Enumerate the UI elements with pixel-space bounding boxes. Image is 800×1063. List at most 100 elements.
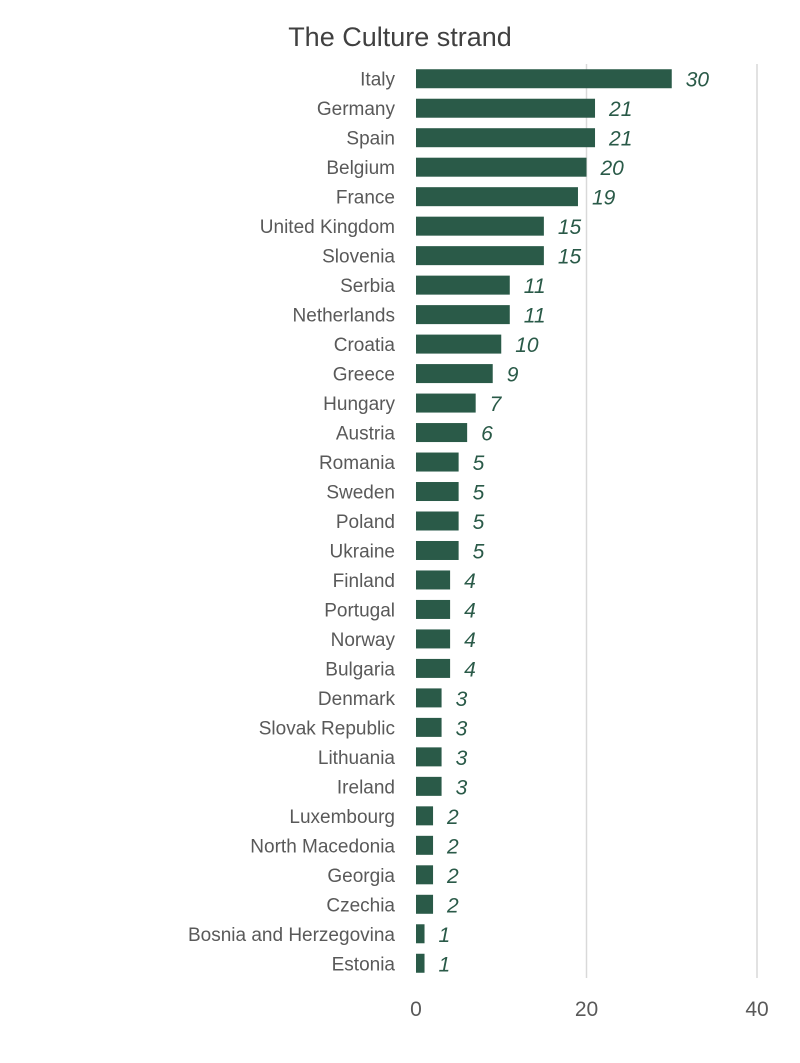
bar [416, 776, 442, 796]
bar [416, 275, 510, 295]
bar [416, 835, 434, 855]
category-label: Estonia [332, 954, 396, 975]
value-label: 2 [446, 806, 459, 829]
value-label: 7 [490, 393, 503, 416]
bars [416, 69, 672, 973]
category-label: Slovenia [322, 247, 395, 268]
category-label: Georgia [327, 866, 395, 887]
value-label: 19 [592, 187, 616, 210]
chart-title: The Culture strand [288, 22, 512, 52]
value-label: 5 [473, 482, 485, 505]
category-labels: Italy Germany Spain Belgium France United Kin… [188, 70, 396, 976]
category-label: Spain [346, 129, 395, 150]
value-label: 10 [515, 334, 539, 357]
value-label: 5 [473, 452, 485, 475]
value-label: 21 [608, 98, 632, 121]
category-label: Czechia [326, 895, 395, 916]
bar [416, 953, 425, 973]
bar [416, 423, 468, 443]
category-label: Bulgaria [325, 659, 395, 680]
bar [416, 364, 493, 384]
value-labels: 3021212019151511111097655554444333322221… [439, 69, 710, 977]
value-label: 3 [456, 717, 468, 740]
bar [416, 128, 596, 148]
category-label: Denmark [318, 689, 396, 710]
bar [416, 98, 596, 118]
category-label: Germany [317, 99, 396, 120]
category-label: Greece [333, 365, 395, 386]
value-label: 2 [446, 894, 459, 917]
value-label: 3 [456, 776, 468, 799]
bar [416, 540, 459, 560]
category-label: North Macedonia [250, 836, 395, 857]
category-label: Luxembourg [289, 807, 395, 828]
value-label: 1 [439, 924, 451, 947]
value-label: 3 [456, 747, 468, 770]
category-label: Finland [333, 571, 395, 592]
bar [416, 452, 459, 472]
value-label: 11 [524, 305, 546, 328]
gridlines [585, 64, 758, 978]
category-label: Bosnia and Herzegovina [188, 925, 395, 946]
bar [416, 482, 459, 502]
bar [416, 393, 476, 413]
value-label: 4 [464, 599, 476, 622]
value-label: 4 [464, 570, 476, 593]
bar [416, 894, 434, 914]
value-label: 4 [464, 629, 476, 652]
bar [416, 629, 451, 649]
category-label: Sweden [326, 483, 395, 504]
bar [416, 187, 578, 207]
category-label: Austria [336, 424, 396, 445]
bar [416, 599, 451, 619]
x-tick-label: 40 [745, 998, 768, 1021]
category-label: Slovak Republic [259, 718, 395, 739]
value-label: 30 [686, 69, 710, 92]
value-label: 1 [439, 953, 451, 976]
value-label: 6 [481, 423, 493, 446]
category-label: Netherlands [293, 306, 395, 327]
bar [416, 157, 587, 177]
value-label: 15 [558, 216, 582, 239]
category-label: Romania [319, 453, 395, 474]
category-label: Hungary [323, 394, 395, 415]
bar [416, 865, 434, 885]
category-label: Norway [331, 630, 396, 651]
bar [416, 924, 425, 944]
x-tick-label: 0 [410, 998, 422, 1021]
value-label: 2 [446, 865, 459, 888]
x-axis-ticks: 0 20 40 [410, 998, 769, 1021]
bar [416, 511, 459, 531]
category-label: Italy [360, 70, 395, 91]
category-label: Belgium [326, 158, 395, 179]
category-label: France [336, 188, 395, 209]
bar [416, 658, 451, 678]
bar [416, 305, 510, 325]
category-label: Ireland [337, 777, 395, 798]
value-label: 3 [456, 688, 468, 711]
bar [416, 246, 544, 266]
bar [416, 69, 672, 89]
value-label: 11 [524, 275, 546, 298]
category-label: Lithuania [318, 748, 396, 769]
value-label: 5 [473, 540, 485, 563]
bar [416, 334, 502, 354]
value-label: 2 [446, 835, 459, 858]
category-label: Portugal [324, 600, 395, 621]
bar [416, 216, 544, 236]
bar [416, 717, 442, 737]
category-label: Poland [336, 512, 395, 533]
bar [416, 806, 434, 826]
category-label: Serbia [340, 276, 395, 297]
value-label: 9 [507, 364, 519, 387]
value-label: 21 [608, 128, 632, 151]
bar [416, 688, 442, 708]
value-label: 15 [558, 246, 582, 269]
category-label: Croatia [334, 335, 396, 356]
value-label: 20 [600, 157, 625, 180]
category-label: Ukraine [330, 541, 395, 562]
value-label: 4 [464, 658, 476, 681]
x-tick-label: 20 [575, 998, 598, 1021]
bar [416, 747, 442, 767]
